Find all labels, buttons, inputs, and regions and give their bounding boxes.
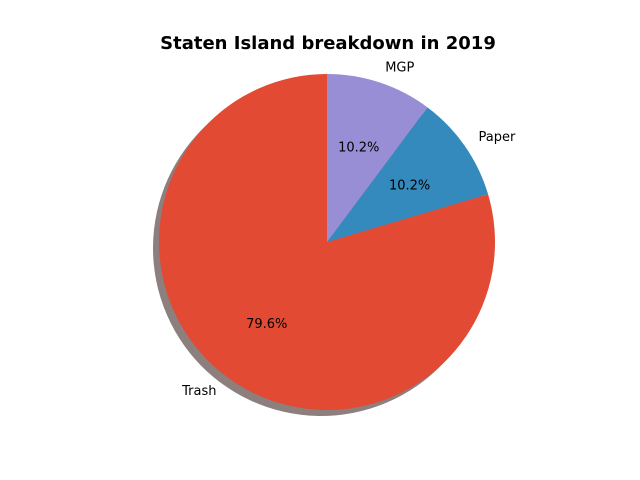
slice-label-paper: Paper <box>479 130 516 145</box>
slice-percent-paper: 10.2% <box>389 178 430 193</box>
pie-slice-paper <box>327 107 489 242</box>
slice-label-mgp: MGP <box>385 61 414 76</box>
slice-label-trash: Trash <box>181 384 216 399</box>
pie-slices <box>159 74 496 410</box>
chart-title: Staten Island breakdown in 2019 <box>160 33 496 54</box>
pie-labels: Trash 79.6% Paper 10.2% MGP 10.2% <box>181 61 516 400</box>
slice-percent-trash: 79.6% <box>246 317 287 332</box>
slice-percent-mgp: 10.2% <box>338 140 379 155</box>
pie-slice-mgp <box>327 74 428 242</box>
